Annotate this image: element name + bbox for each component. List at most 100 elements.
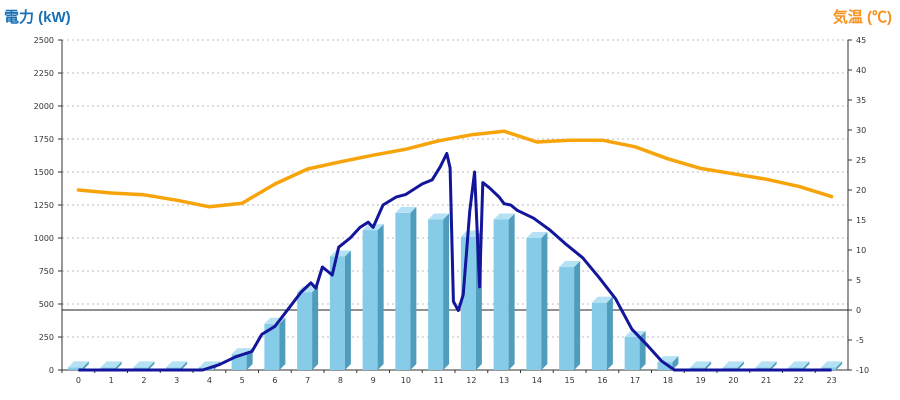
- power-bar-side: [181, 361, 188, 370]
- power-bar-top: [526, 232, 548, 238]
- y-left-tick-label: 1000: [34, 234, 54, 243]
- power-bar-side: [737, 361, 744, 370]
- power-bar: [624, 331, 646, 370]
- y-left-tick-label: 2000: [34, 102, 54, 111]
- line-layer: [76, 129, 834, 372]
- power-bar: [395, 206, 417, 370]
- power-bar-side: [606, 296, 613, 370]
- y-right-tick-label: 40: [856, 66, 866, 75]
- x-tick-label: 14: [532, 376, 542, 385]
- y-right-tick-label: 5: [856, 276, 861, 285]
- power-bar: [264, 317, 286, 370]
- x-tick-label: 15: [565, 376, 575, 385]
- x-tick-label: 22: [794, 376, 804, 385]
- power-bar-side: [836, 361, 843, 370]
- power-bar-front: [657, 362, 673, 370]
- y-left-tick-label: 2250: [34, 69, 54, 78]
- x-tick-label: 21: [761, 376, 771, 385]
- x-tick-label: 11: [434, 376, 444, 385]
- power-bar-top: [395, 206, 417, 213]
- power-bar-front: [559, 267, 575, 370]
- x-tick-label: 4: [207, 376, 212, 385]
- x-tick-label: 0: [76, 376, 81, 385]
- power-bar: [591, 296, 613, 370]
- power-bar-top: [493, 213, 515, 220]
- y-right-tick-label: 45: [856, 36, 866, 45]
- power-bar-top: [67, 361, 89, 368]
- power-bar-front: [428, 219, 444, 370]
- y-left-tick-label: 1250: [34, 201, 54, 210]
- y-left-tick-label: 500: [39, 300, 54, 309]
- x-tick-label: 19: [696, 376, 706, 385]
- axis-layer: [58, 39, 852, 373]
- power-bar: [493, 213, 515, 370]
- y-right-tick-label: 20: [856, 186, 866, 195]
- y-left-tick-label: 0: [49, 366, 54, 375]
- x-tick-label: 5: [240, 376, 245, 385]
- power-bar-side: [312, 286, 319, 370]
- power-bar-front: [493, 219, 509, 370]
- bar-layer: [67, 206, 843, 370]
- power-bar-front: [329, 256, 345, 370]
- power-bar-side: [148, 361, 155, 370]
- power-bar-top: [821, 361, 843, 368]
- power-bar-top: [100, 361, 122, 368]
- power-bar-front: [624, 337, 640, 370]
- y-left-tick-label: 1750: [34, 135, 54, 144]
- power-bar-side: [574, 261, 581, 370]
- power-bar: [67, 361, 89, 370]
- y-left-tick-label: 1500: [34, 168, 54, 177]
- y-left-tick-label: 250: [39, 333, 54, 342]
- power-bar-side: [672, 356, 679, 370]
- power-bar: [362, 224, 384, 370]
- x-tick-label: 20: [728, 376, 738, 385]
- power-bar-side: [115, 361, 122, 370]
- power-bar-front: [460, 236, 476, 370]
- power-bar-top: [591, 296, 613, 303]
- x-tick-label: 7: [305, 376, 310, 385]
- power-bar-side: [541, 232, 548, 370]
- power-bar-side: [705, 361, 712, 370]
- power-bar-front: [297, 292, 313, 370]
- power-bar-front: [264, 323, 280, 370]
- y-right-tick-label: -5: [856, 336, 864, 345]
- x-tick-label: 2: [141, 376, 146, 385]
- y-left-tick-label: 750: [39, 267, 54, 276]
- power-bar-top: [755, 361, 777, 368]
- y-right-tick-label: 10: [856, 246, 866, 255]
- y-left-axis-title: 電力 (kW): [4, 9, 71, 26]
- tick-layer: 02505007501000125015001750200022502500-1…: [34, 36, 869, 385]
- x-tick-label: 12: [466, 376, 476, 385]
- x-tick-label: 18: [663, 376, 673, 385]
- power-line: [78, 152, 832, 372]
- temperature-line: [76, 129, 834, 209]
- y-right-tick-label: -10: [856, 366, 869, 375]
- x-tick-label: 1: [109, 376, 114, 385]
- x-tick-label: 23: [827, 376, 837, 385]
- power-bar-side: [803, 361, 810, 370]
- x-tick-label: 3: [174, 376, 179, 385]
- x-tick-label: 9: [371, 376, 376, 385]
- grid-layer: [62, 39, 848, 338]
- power-bar-top: [428, 213, 450, 220]
- power-bar-front: [362, 230, 378, 370]
- y-right-tick-label: 0: [856, 306, 861, 315]
- power-bar-top: [559, 261, 581, 268]
- y-right-tick-label: 30: [856, 126, 866, 135]
- power-bar-front: [395, 212, 411, 370]
- power-bar-top: [788, 361, 810, 368]
- x-tick-label: 17: [630, 376, 640, 385]
- power-bar-top: [166, 361, 188, 368]
- power-bar-side: [508, 213, 515, 370]
- power-bar-front: [526, 238, 542, 370]
- power-bar-side: [410, 206, 417, 370]
- x-tick-label: 8: [338, 376, 343, 385]
- power-bar-side: [770, 361, 777, 370]
- y-right-tick-label: 25: [856, 156, 866, 165]
- y-right-axis-title: 気温 (℃): [832, 9, 892, 26]
- x-tick-label: 6: [272, 376, 277, 385]
- power-bar: [329, 250, 351, 370]
- power-bar-side: [443, 213, 450, 370]
